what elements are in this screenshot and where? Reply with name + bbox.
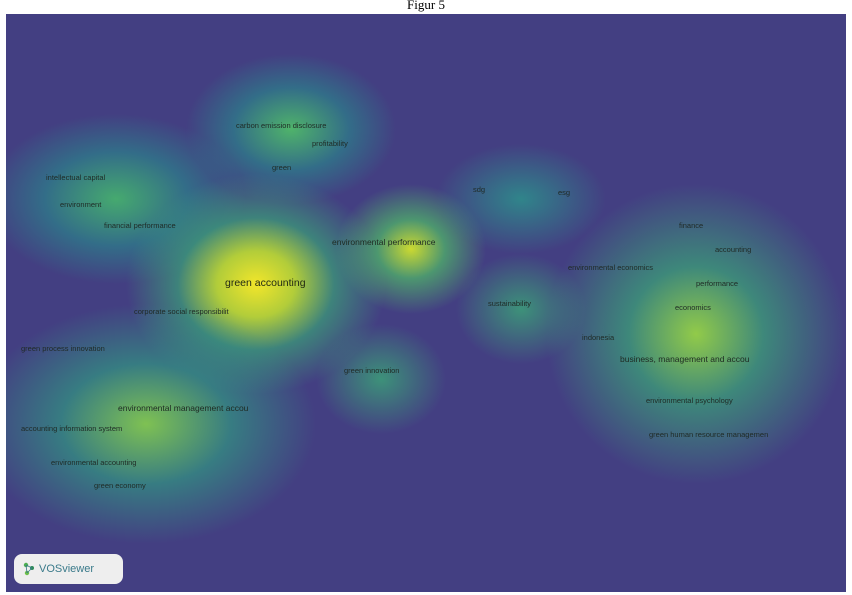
keyword-label[interactable]: carbon emission disclosure: [236, 121, 327, 130]
density-blob: [336, 184, 486, 314]
keyword-label[interactable]: sdg: [473, 185, 486, 194]
keyword-label[interactable]: business, management and accou: [620, 354, 750, 364]
keyword-label[interactable]: green accounting: [225, 277, 306, 289]
keyword-label[interactable]: economics: [675, 303, 711, 312]
keyword-label[interactable]: green innovation: [344, 366, 400, 375]
logo-text: VOSviewer: [39, 563, 95, 575]
keyword-label[interactable]: esg: [558, 188, 571, 197]
keyword-label[interactable]: profitability: [312, 139, 348, 148]
keyword-label[interactable]: corporate social responsibilit: [134, 307, 229, 316]
density-blob: [436, 144, 606, 254]
keyword-label[interactable]: financial performance: [104, 221, 176, 230]
figure-caption: Figur 5: [407, 0, 445, 12]
keyword-label[interactable]: environmental performance: [332, 237, 436, 247]
vosviewer-logo-icon: [23, 562, 34, 576]
keyword-label[interactable]: accounting: [715, 245, 752, 254]
density-blob: [6, 114, 246, 284]
keyword-label[interactable]: environmental management accou: [118, 403, 249, 413]
density-blob: [316, 324, 446, 434]
keyword-label[interactable]: performance: [696, 279, 739, 288]
keyword-label[interactable]: sustainability: [488, 299, 531, 308]
keyword-label[interactable]: environment: [60, 200, 102, 209]
keyword-label[interactable]: green economy: [94, 481, 146, 490]
keyword-label[interactable]: accounting information system: [21, 424, 123, 433]
vosviewer-logo: VOSviewer: [14, 554, 123, 584]
keyword-label[interactable]: environmental economics: [568, 263, 654, 272]
keyword-label[interactable]: green human resource managemen: [649, 430, 769, 439]
keyword-label[interactable]: indonesia: [582, 333, 615, 342]
keyword-label[interactable]: intellectual capital: [46, 173, 106, 182]
keyword-label[interactable]: finance: [679, 221, 704, 230]
keyword-label[interactable]: environmental accounting: [51, 458, 137, 467]
keyword-label[interactable]: green: [272, 163, 292, 172]
keyword-label[interactable]: green process innovation: [21, 344, 105, 353]
keyword-label[interactable]: environmental psychology: [646, 396, 733, 405]
density-blob: [456, 254, 586, 364]
density-map: carbon emission disclosure profitability…: [6, 14, 846, 592]
